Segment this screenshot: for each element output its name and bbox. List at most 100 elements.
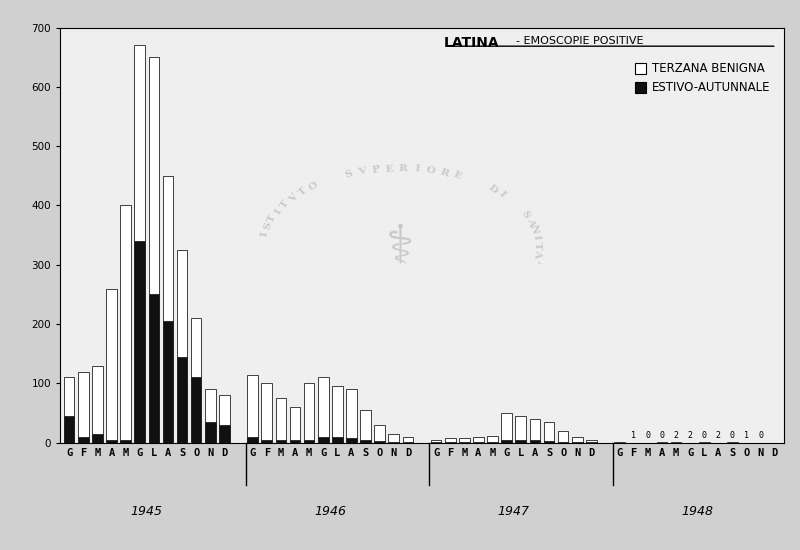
Bar [670,442,682,443]
Text: 0: 0 [730,431,735,441]
Bar [275,440,286,443]
Text: - EMOSCOPIE POSITIVE: - EMOSCOPIE POSITIVE [516,36,644,46]
Bar [78,437,89,443]
Bar [502,440,512,443]
Bar [530,419,540,443]
Text: R: R [439,167,450,179]
Bar [473,442,484,443]
Bar [572,437,582,443]
Text: S: S [344,169,354,180]
Legend: TERZANA BENIGNA, ESTIVO-AUTUNNALE: TERZANA BENIGNA, ESTIVO-AUTUNNALE [634,63,771,95]
Bar [502,413,512,443]
Text: S: S [262,221,274,231]
Bar [402,442,413,443]
Text: A: A [533,249,542,257]
Bar [177,250,187,443]
Bar [162,176,174,443]
Bar [64,377,74,443]
Bar [304,440,314,443]
Bar [445,442,455,443]
Text: I: I [532,234,542,240]
Text: V: V [287,192,299,204]
Bar [431,442,442,443]
Bar [657,442,667,443]
Text: N: N [529,224,540,235]
Bar [219,425,230,443]
Bar [134,45,145,443]
Bar [290,440,300,443]
Text: 1: 1 [631,431,636,441]
Bar [247,375,258,443]
Text: T: T [297,186,309,198]
Bar [445,438,455,443]
Text: A: A [525,217,536,227]
Text: 2: 2 [688,431,693,441]
Bar [92,366,102,443]
Bar [544,422,554,443]
Bar [205,422,215,443]
Bar [515,440,526,443]
Bar [149,294,159,443]
Text: E: E [452,170,463,182]
Text: 2: 2 [716,431,721,441]
Bar [727,442,738,443]
Bar [78,372,89,443]
Bar [614,442,625,443]
Bar [586,440,597,443]
Text: I: I [260,230,270,237]
Bar [106,440,117,443]
Bar [262,383,272,443]
Bar [332,387,342,443]
Bar [558,431,569,443]
Bar [346,389,357,443]
Text: 0: 0 [702,431,706,441]
Bar [360,410,371,443]
Bar [247,437,258,443]
Text: I: I [273,207,283,216]
Text: V: V [357,166,367,177]
Text: 0: 0 [659,431,665,441]
Bar [459,442,470,443]
Bar [149,57,159,443]
Bar [515,416,526,443]
Bar [205,389,215,443]
Bar [134,241,145,443]
Text: 1945: 1945 [130,505,162,518]
Text: 1: 1 [744,431,749,441]
Bar [304,383,314,443]
Bar [191,318,202,443]
Bar [219,395,230,443]
Bar [191,377,202,443]
Bar [487,436,498,443]
Text: R: R [399,164,408,173]
Bar [318,437,329,443]
Text: LATINA: LATINA [444,36,499,50]
Bar [120,206,131,443]
Bar [106,289,117,443]
Bar [275,398,286,443]
Text: D: D [486,183,498,195]
Bar [346,438,357,443]
Bar [431,440,442,443]
Bar [162,321,174,443]
Bar [572,442,582,443]
Text: 0: 0 [646,431,650,441]
Text: 2: 2 [674,431,678,441]
Text: O: O [426,166,436,176]
Text: T: T [266,213,278,224]
Bar [558,442,569,443]
Text: I: I [414,164,420,174]
Bar [530,440,540,443]
Text: 0: 0 [758,431,763,441]
Bar [332,437,342,443]
Bar [402,437,413,443]
Text: ’: ’ [531,258,541,264]
Bar [487,442,498,443]
Bar [389,442,399,443]
Text: S: S [519,209,530,220]
Bar [262,440,272,443]
Text: 1946: 1946 [314,505,346,518]
Bar [586,442,597,443]
Text: 1948: 1948 [682,505,714,518]
Bar [92,434,102,443]
